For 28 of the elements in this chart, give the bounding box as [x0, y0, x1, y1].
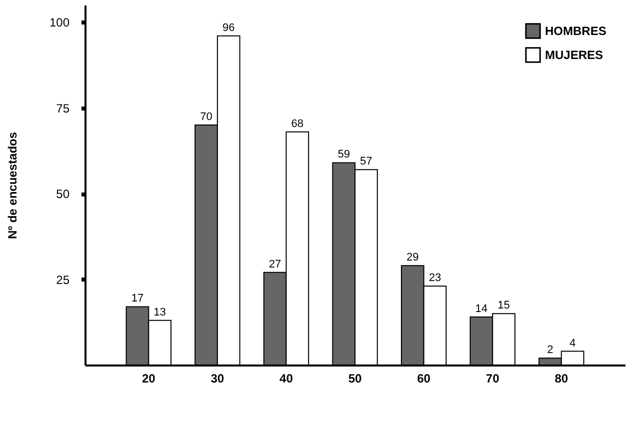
- data-label: 59: [338, 148, 350, 161]
- data-label: 70: [200, 111, 212, 123]
- legend-label: HOMBRES: [545, 24, 606, 38]
- x-tick-label: 50: [348, 372, 362, 386]
- data-label: 2: [547, 344, 554, 356]
- x-tick-label: 40: [280, 372, 294, 386]
- y-axis-title: Nº de encuestados: [5, 132, 20, 240]
- x-tick-label: 30: [210, 372, 224, 386]
- data-label: 27: [268, 258, 282, 270]
- x-tick-label: 20: [142, 372, 156, 386]
- x-tick-label: 70: [486, 372, 500, 386]
- x-tick-label: 80: [554, 372, 568, 386]
- data-label: 96: [222, 22, 235, 34]
- data-label: 15: [498, 300, 510, 312]
- data-label: 29: [406, 252, 419, 264]
- data-label: 14: [475, 303, 488, 315]
- data-label: 23: [428, 272, 442, 284]
- x-tick-label: 60: [417, 372, 431, 386]
- data-label: 13: [154, 306, 166, 318]
- y-tick-label: 75: [56, 101, 70, 116]
- y-tick-label: 50: [56, 187, 70, 202]
- data-label: 68: [291, 118, 304, 130]
- y-tick-label: 25: [56, 272, 70, 287]
- legend-label: MUJERES: [545, 48, 604, 62]
- data-label: 4: [569, 337, 576, 350]
- data-label: 17: [131, 292, 144, 305]
- data-label: 57: [360, 156, 372, 168]
- y-tick-label: 100: [49, 16, 70, 30]
